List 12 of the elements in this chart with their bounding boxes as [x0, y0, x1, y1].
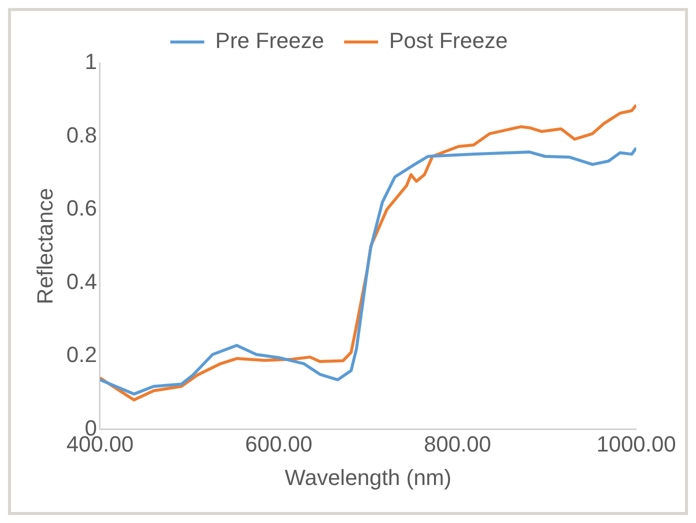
- x-axis-title: Wavelength (nm): [284, 464, 452, 490]
- y-tick-label: 0.2: [66, 342, 97, 368]
- y-axis-title: Reflectance: [32, 188, 58, 304]
- legend-label: Post Freeze: [389, 28, 508, 54]
- x-tick-label: 600.00: [245, 431, 312, 456]
- legend-label: Pre Freeze: [215, 28, 324, 54]
- x-tick-label: 1000.00: [596, 431, 676, 456]
- y-tick-label: 0.8: [66, 122, 97, 148]
- y-tick-label: 0.4: [66, 268, 97, 294]
- x-tick-label: 800.00: [424, 431, 492, 456]
- y-tick-label: 1: [84, 49, 97, 74]
- y-tick-label: 0.6: [66, 196, 97, 221]
